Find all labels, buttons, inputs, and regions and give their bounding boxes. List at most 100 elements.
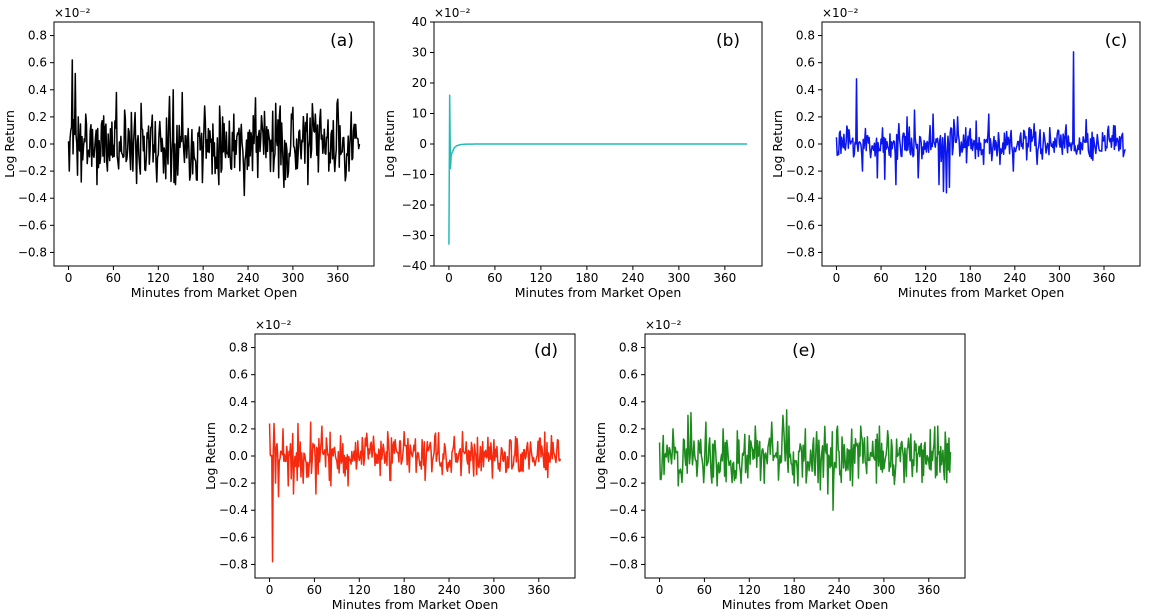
x-tick-label: 300 (1048, 271, 1071, 285)
y-axis-label: Log Return (2, 110, 17, 178)
x-tick-label: 120 (529, 271, 552, 285)
chart-panel: 0 60 120 180 240 300 360 −0.8 −0.6 −0.4 −0.2 0.0 0.2… (2, 6, 375, 300)
y-tick-label: 0.4 (619, 395, 638, 409)
x-axis-label: Minutes from Market Open (131, 285, 298, 300)
y-tick-label: 0.2 (796, 110, 815, 124)
x-tick-label: 360 (917, 583, 940, 597)
x-tick-label: 0 (445, 271, 453, 285)
x-tick-label: 300 (872, 583, 895, 597)
x-tick-label: 0 (65, 271, 73, 285)
y-tick-label: −30 (402, 229, 427, 243)
x-tick-label: 180 (783, 583, 806, 597)
y-tick-label: 40 (412, 15, 427, 29)
x-tick-label: 240 (621, 271, 644, 285)
y-tick-label: 0.6 (796, 56, 815, 70)
y-tick-label: 0.0 (229, 449, 248, 463)
x-axis-label: Minutes from Market Open (332, 597, 499, 609)
x-tick-label: 60 (106, 271, 121, 285)
x-tick-label: 60 (873, 271, 888, 285)
x-tick-label: 240 (438, 583, 461, 597)
x-tick-label: 0 (266, 583, 274, 597)
x-tick-label: 360 (713, 271, 736, 285)
panel-label: (c) (1105, 31, 1128, 51)
y-tick-label: −0.6 (786, 218, 815, 232)
x-axis-label: Minutes from Market Open (515, 285, 682, 300)
y-tick-label: 0.8 (229, 341, 248, 355)
y-tick-label: −0.6 (18, 218, 47, 232)
y-tick-label: 0.2 (28, 110, 47, 124)
y-tick-label: −0.4 (219, 503, 248, 517)
y-tick-label: 0.6 (229, 368, 248, 382)
chart-panel: 0 60 120 180 240 300 360 −0.8 −0.6 −0.4 −0.2 0.0 0.2… (203, 318, 576, 609)
panel-label: (e) (792, 341, 816, 361)
x-axis-label: Minutes from Market Open (722, 597, 889, 609)
panels-group: 0 60 120 180 240 300 360−0.8−0.6−0.4−0.20.00.2… (2, 6, 1141, 609)
x-tick-label: 120 (738, 583, 761, 597)
x-tick-label: 60 (697, 583, 712, 597)
panel-label: (a) (330, 31, 354, 51)
x-tick-label: 240 (1003, 271, 1026, 285)
chart-panel: 0 60 120 180 240 300 360 −40 −30 −20 −10 0 10 20 30 40 ×… (382, 6, 763, 300)
y-tick-label: 30 (412, 46, 427, 60)
y-tick-label: −20 (402, 198, 427, 212)
y-tick-label: −0.2 (219, 476, 248, 490)
x-tick-label: 360 (326, 271, 349, 285)
y-tick-label: 0.0 (619, 449, 638, 463)
x-tick-label: 60 (307, 583, 322, 597)
y-tick-label: 0.2 (229, 422, 248, 436)
x-tick-label: 180 (192, 271, 215, 285)
y-tick-label: −0.2 (786, 164, 815, 178)
x-axis-label: Minutes from Market Open (898, 285, 1065, 300)
y-tick-label: −0.2 (18, 164, 47, 178)
series-line (448, 94, 748, 245)
x-tick-label: 120 (914, 271, 937, 285)
series-line (658, 409, 952, 511)
x-tick-label: 180 (959, 271, 982, 285)
y-tick-label: −0.8 (18, 245, 47, 259)
series-line (67, 59, 361, 197)
y-tick-label: 0.2 (619, 422, 638, 436)
y-tick-label: −0.6 (609, 530, 638, 544)
x-tick-label: 0 (833, 271, 841, 285)
y-tick-label: −40 (402, 259, 427, 273)
y-tick-label: 0.8 (28, 29, 47, 43)
y-tick-label: 0.0 (28, 137, 47, 151)
series-line (268, 421, 562, 563)
y-axis-label: Log Return (203, 422, 218, 490)
x-tick-label: 240 (237, 271, 260, 285)
y-tick-label: −0.4 (18, 191, 47, 205)
x-tick-label: 240 (828, 583, 851, 597)
x-tick-label: 300 (667, 271, 690, 285)
y-tick-label: 10 (412, 107, 427, 121)
axes-frame (254, 333, 576, 579)
x-tick-label: 0 (656, 583, 664, 597)
x-tick-label: 120 (147, 271, 170, 285)
y-tick-label: −0.8 (609, 557, 638, 571)
y-tick-label: −0.4 (786, 191, 815, 205)
scale-offset-label: ×10⁻² (54, 6, 91, 20)
panel-label: (b) (716, 31, 740, 51)
y-axis-label: Log Return (382, 110, 397, 178)
y-tick-label: 0.8 (619, 341, 638, 355)
x-tick-label: 300 (281, 271, 304, 285)
x-tick-label: 60 (487, 271, 502, 285)
y-axis-label: Log Return (593, 422, 608, 490)
y-axis-label: Log Return (770, 110, 785, 178)
y-tick-label: −0.4 (609, 503, 638, 517)
scale-offset-label: ×10⁻² (645, 318, 682, 332)
x-tick-label: 300 (482, 583, 505, 597)
x-tick-label: 180 (393, 583, 416, 597)
y-tick-label: 0.4 (28, 83, 47, 97)
scale-offset-label: ×10⁻² (822, 6, 859, 20)
y-tick-label: −10 (402, 168, 427, 182)
scale-offset-label: ×10⁻² (255, 318, 292, 332)
y-tick-label: 0.4 (229, 395, 248, 409)
x-tick-label: 180 (575, 271, 598, 285)
series-line (835, 51, 1127, 194)
y-tick-label: 20 (412, 76, 427, 90)
x-tick-label: 120 (348, 583, 371, 597)
y-tick-label: −0.6 (219, 530, 248, 544)
y-tick-label: −0.8 (786, 245, 815, 259)
y-tick-label: 0.6 (28, 56, 47, 70)
